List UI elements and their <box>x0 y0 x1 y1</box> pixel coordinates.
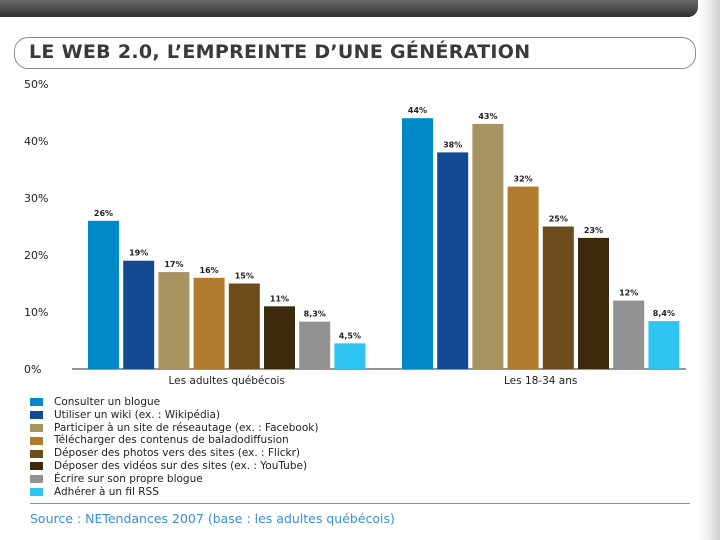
bar <box>88 220 119 369</box>
bar <box>613 300 645 369</box>
top-bar <box>0 0 698 17</box>
bar <box>648 321 680 369</box>
category-label: Les 18-34 ans <box>504 375 577 387</box>
bar <box>472 123 504 370</box>
source-divider <box>30 503 690 504</box>
bar-value-label: 23% <box>584 226 603 235</box>
legend-swatch <box>30 411 43 420</box>
legend-label: Consulter un blogue <box>54 396 161 408</box>
legend-label: Déposer des photos vers des sites (ex. :… <box>54 447 301 460</box>
legend-label: Adhérer à un fil RSS <box>54 485 159 498</box>
legend-item: Consulter un blogue <box>30 396 318 409</box>
right-edge-shadow <box>698 0 720 540</box>
legend-label: Utiliser un wiki (ex. : Wikipédia) <box>54 408 221 421</box>
bar-value-label: 16% <box>200 266 219 275</box>
bar-value-label: 26% <box>94 209 113 218</box>
legend-swatch <box>30 475 43 484</box>
bar <box>123 260 155 369</box>
legend-item: Télécharger des contenus de baladodiffus… <box>30 434 318 447</box>
bar-value-label: 8,3% <box>304 310 326 319</box>
legend-label: Écrire sur son propre blogue <box>54 472 203 485</box>
legend-swatch <box>30 487 43 496</box>
bar-value-label: 44% <box>408 106 427 115</box>
legend-swatch <box>30 462 43 471</box>
y-tick-label: 30% <box>24 192 48 205</box>
y-tick-label: 20% <box>24 249 48 262</box>
chart-title: LE WEB 2.0, L’EMPREINTE D’UNE GÉNÉRATION <box>29 41 531 63</box>
bar-value-label: 17% <box>164 260 183 269</box>
bar <box>578 237 609 369</box>
bar-value-label: 25% <box>549 215 568 224</box>
bar <box>158 272 190 369</box>
bar-value-label: 19% <box>129 249 148 258</box>
bar <box>542 226 574 369</box>
y-tick-label: 40% <box>24 135 48 148</box>
legend-label: Participer à un site de réseautage (ex. … <box>54 421 319 434</box>
legend-swatch <box>30 398 43 407</box>
bar <box>334 343 366 369</box>
bar-value-label: 4,5% <box>339 331 361 340</box>
legend-swatch <box>30 449 43 458</box>
legend-item: Déposer des photos vers des sites (ex. :… <box>30 447 318 460</box>
bar-value-label: 12% <box>619 289 638 298</box>
bar-value-label: 38% <box>443 140 462 149</box>
bar <box>507 186 539 369</box>
legend-label: Déposer des vidéos sur des sites (ex. : … <box>54 459 308 472</box>
bar <box>402 118 433 369</box>
legend-swatch <box>30 436 43 445</box>
y-tick-label: 10% <box>24 306 48 319</box>
title-box: LE WEB 2.0, L’EMPREINTE D’UNE GÉNÉRATION <box>14 37 696 69</box>
bar <box>299 321 331 369</box>
legend-swatch <box>30 423 43 432</box>
bar-chart: 0% 10% 20% 30% 40% 50% 26% 19% 17% 16% 15% 11% 8,3% 4… <box>24 78 686 387</box>
bar <box>264 306 295 369</box>
category-label: Les adultes québécois <box>168 375 284 387</box>
bar <box>193 277 225 369</box>
bar-value-label: 43% <box>478 112 497 121</box>
bar <box>228 283 260 369</box>
legend-item: Déposer des vidéos sur des sites (ex. : … <box>30 460 318 473</box>
bar <box>437 152 469 369</box>
legend-label: Télécharger des contenus de baladodiffus… <box>54 434 289 447</box>
legend-item: Adhérer à un fil RSS <box>30 486 318 499</box>
bar-value-label: 15% <box>235 272 254 281</box>
y-tick-label: 0% <box>24 363 41 376</box>
chart-legend: Consulter un blogue Utiliser un wiki (ex.… <box>30 396 318 498</box>
source-note: Source : NETendances 2007 (base : les ad… <box>30 511 395 526</box>
bar-value-label: 32% <box>514 175 533 184</box>
legend-item: Utiliser un wiki (ex. : Wikipédia) <box>30 409 318 422</box>
bar-value-label: 8,4% <box>653 309 675 318</box>
y-tick-label: 50% <box>24 78 48 91</box>
bar-value-label: 11% <box>270 294 289 303</box>
legend-item: Écrire sur son propre blogue <box>30 473 318 486</box>
legend-item: Participer à un site de réseautage (ex. … <box>30 422 318 435</box>
